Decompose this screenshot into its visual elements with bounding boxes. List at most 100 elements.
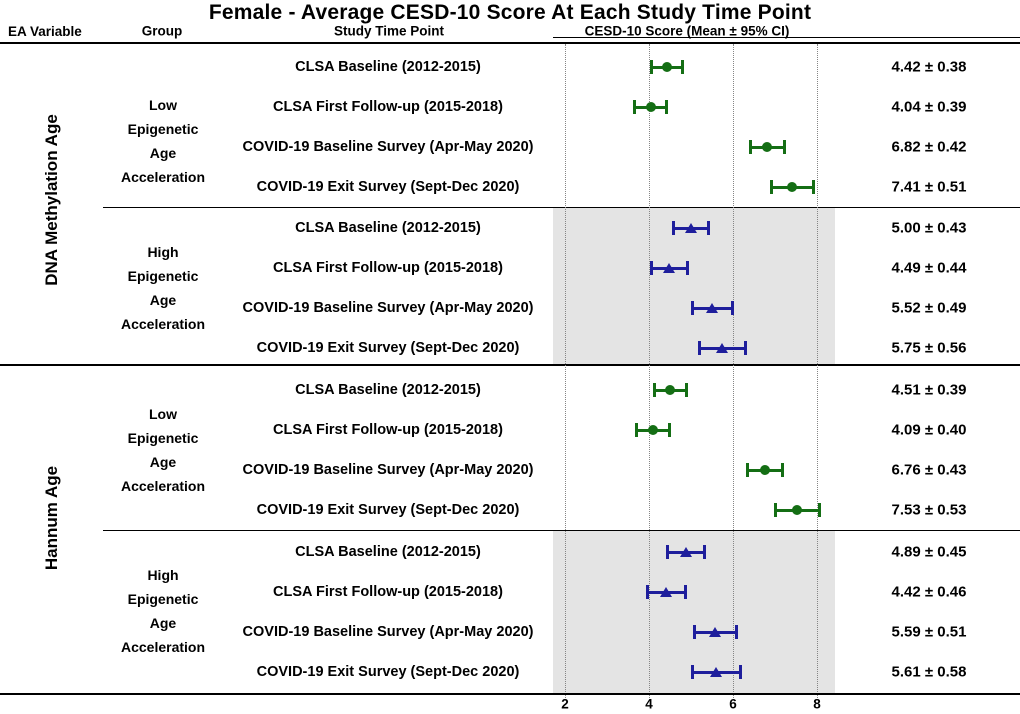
ea-variable-label: DNA Methylation Age xyxy=(42,114,61,286)
group-label-line: Age xyxy=(149,145,177,161)
x-axis-line xyxy=(0,693,1020,695)
mean-marker-circle xyxy=(759,465,770,475)
study-time-point-label: COVID-19 Baseline Survey (Apr-May 2020) xyxy=(242,139,534,155)
ci-cap-right xyxy=(665,100,669,114)
mean-ci-value-label: 6.76 ± 0.43 xyxy=(891,461,967,479)
ci-cap-left xyxy=(691,301,695,315)
ci-cap-right xyxy=(780,463,784,477)
ci-cap-left xyxy=(634,423,638,437)
study-time-point-label: CLSA First Follow-up (2015-2018) xyxy=(273,260,503,276)
group-label-line: High xyxy=(147,567,179,583)
mean-marker-circle xyxy=(661,62,672,72)
mean-ci-value-label: 4.51 ± 0.39 xyxy=(891,381,967,399)
group-label-line: Epigenetic xyxy=(127,591,199,607)
ci-cap-left xyxy=(697,341,701,355)
header-rule xyxy=(0,42,1020,44)
mean-ci-value-label: 5.59 ± 0.51 xyxy=(891,623,967,641)
group-label-line: Acceleration xyxy=(120,639,206,655)
study-time-point-label: CLSA Baseline (2012-2015) xyxy=(295,382,481,398)
group-label-line: Low xyxy=(148,97,177,113)
x-axis-tick-label: 4 xyxy=(645,696,653,712)
ci-cap-right xyxy=(735,625,739,639)
group-label: Low Epigenetic Age Acceleration xyxy=(121,93,205,189)
group-label-line: Acceleration xyxy=(120,478,206,494)
study-time-point-label: CLSA Baseline (2012-2015) xyxy=(295,220,481,236)
study-time-point-label: COVID-19 Exit Survey (Sept-Dec 2020) xyxy=(256,502,520,518)
group-label-line: Acceleration xyxy=(120,169,206,185)
group-label-line: Age xyxy=(149,292,177,308)
group-label-line: High xyxy=(147,244,179,260)
group-label-line: Epigenetic xyxy=(127,430,199,446)
mean-ci-value-label: 4.04 ± 0.39 xyxy=(891,98,967,116)
group-label-line: Age xyxy=(149,454,177,470)
group-label: High Epigenetic Age Acceleration xyxy=(121,240,205,336)
ci-cap-left xyxy=(769,180,773,194)
mean-marker-triangle xyxy=(679,547,692,557)
ci-cap-right xyxy=(738,665,742,679)
study-time-point-label: COVID-19 Exit Survey (Sept-Dec 2020) xyxy=(256,340,520,356)
x-gridline xyxy=(649,44,650,698)
mean-ci-value-label: 5.52 ± 0.49 xyxy=(891,299,967,317)
study-time-point-label: COVID-19 Baseline Survey (Apr-May 2020) xyxy=(242,300,534,316)
ci-cap-left xyxy=(649,60,653,74)
study-time-point-label: COVID-19 Exit Survey (Sept-Dec 2020) xyxy=(256,664,520,680)
x-axis-tick-label: 2 xyxy=(561,696,569,712)
x-gridline xyxy=(817,44,818,698)
mean-ci-value-label: 7.53 ± 0.53 xyxy=(891,501,967,519)
ci-cap-right xyxy=(703,545,707,559)
ci-cap-left xyxy=(691,665,695,679)
study-time-point-label: CLSA Baseline (2012-2015) xyxy=(295,544,481,560)
group-separator-rule-2 xyxy=(103,530,1020,531)
section-separator-rule xyxy=(0,364,1020,366)
mean-ci-value-label: 5.61 ± 0.58 xyxy=(891,663,967,681)
mean-marker-circle xyxy=(647,425,658,435)
ci-cap-right xyxy=(667,423,671,437)
mean-ci-value-label: 4.42 ± 0.38 xyxy=(891,58,967,76)
score-header-underline xyxy=(553,37,1020,38)
x-gridline xyxy=(565,44,566,698)
mean-marker-triangle xyxy=(709,627,722,637)
ci-cap-right xyxy=(683,585,687,599)
ci-cap-left xyxy=(774,503,777,517)
mean-marker-triangle xyxy=(684,223,697,233)
mean-ci-value-label: 4.89 ± 0.45 xyxy=(891,543,967,561)
x-gridline xyxy=(733,44,734,698)
mean-marker-circle xyxy=(762,142,773,152)
group-label: Low Epigenetic Age Acceleration xyxy=(121,402,205,498)
column-header-ea-variable: EA Variable xyxy=(8,24,82,39)
mean-marker-triangle xyxy=(660,587,673,597)
mean-marker-circle xyxy=(645,102,656,112)
ci-cap-right xyxy=(731,301,735,315)
mean-ci-value-label: 4.09 ± 0.40 xyxy=(891,421,967,439)
mean-ci-value-label: 4.49 ± 0.44 xyxy=(891,259,967,277)
ci-cap-left xyxy=(693,625,697,639)
group-label-line: Low xyxy=(148,406,177,422)
column-header-study-time-point: Study Time Point xyxy=(333,23,445,39)
mean-marker-circle xyxy=(792,505,803,515)
ea-variable-label: Hannum Age xyxy=(42,465,61,571)
study-time-point-label: CLSA First Follow-up (2015-2018) xyxy=(273,584,503,600)
mean-marker-triangle xyxy=(706,303,719,313)
ci-cap-left xyxy=(671,221,675,235)
column-header-group: Group xyxy=(141,23,183,39)
group-label-line: Epigenetic xyxy=(127,121,199,137)
ci-cap-left xyxy=(653,383,657,397)
ci-cap-left xyxy=(646,585,650,599)
ci-cap-right xyxy=(707,221,711,235)
study-time-point-label: COVID-19 Baseline Survey (Apr-May 2020) xyxy=(242,462,534,478)
x-axis-tick-label: 6 xyxy=(729,696,737,712)
mean-marker-circle xyxy=(665,385,676,395)
mean-ci-value-label: 7.41 ± 0.51 xyxy=(891,178,967,196)
mean-ci-value-label: 6.82 ± 0.42 xyxy=(891,138,967,156)
mean-marker-circle xyxy=(787,182,798,192)
ci-cap-left xyxy=(745,463,749,477)
study-time-point-label: COVID-19 Baseline Survey (Apr-May 2020) xyxy=(242,624,534,640)
ci-cap-right xyxy=(686,261,690,275)
mean-marker-triangle xyxy=(663,263,676,273)
chart-title: Female - Average CESD-10 Score At Each S… xyxy=(208,1,812,24)
mean-marker-triangle xyxy=(716,343,728,353)
study-time-point-label: CLSA First Follow-up (2015-2018) xyxy=(273,422,503,438)
